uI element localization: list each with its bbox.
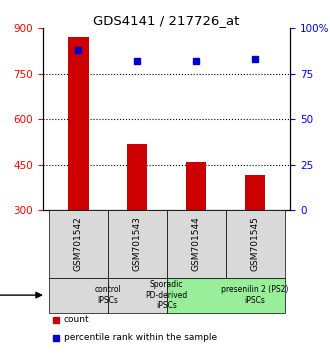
- Text: count: count: [63, 315, 89, 324]
- Text: GSM701542: GSM701542: [74, 217, 83, 271]
- Title: GDS4141 / 217726_at: GDS4141 / 217726_at: [93, 14, 240, 27]
- Text: GSM701543: GSM701543: [133, 217, 142, 272]
- Bar: [49, 278, 108, 313]
- Bar: [186, 162, 207, 210]
- Bar: [49, 210, 108, 278]
- Text: GSM701544: GSM701544: [192, 217, 201, 271]
- Text: control
IPSCs: control IPSCs: [94, 285, 121, 305]
- Bar: [108, 210, 167, 278]
- Bar: [108, 278, 167, 313]
- Bar: [68, 38, 88, 210]
- Bar: [127, 144, 148, 210]
- Text: Sporadic
PD-derived
iPSCs: Sporadic PD-derived iPSCs: [146, 280, 188, 310]
- Bar: [226, 210, 284, 278]
- Bar: [167, 210, 226, 278]
- Text: GSM701545: GSM701545: [250, 217, 259, 272]
- Bar: [167, 278, 284, 313]
- Bar: [245, 176, 265, 210]
- Text: percentile rank within the sample: percentile rank within the sample: [63, 333, 217, 342]
- Text: presenilin 2 (PS2)
iPSCs: presenilin 2 (PS2) iPSCs: [221, 285, 289, 305]
